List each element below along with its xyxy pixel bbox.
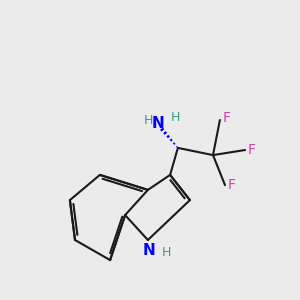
Text: F: F bbox=[223, 112, 231, 125]
Text: F: F bbox=[248, 143, 256, 157]
Text: H: H bbox=[170, 111, 180, 124]
Text: F: F bbox=[228, 178, 236, 192]
Text: N: N bbox=[143, 243, 156, 258]
Text: H: H bbox=[144, 114, 153, 127]
Text: H: H bbox=[161, 246, 171, 259]
Text: N: N bbox=[152, 116, 165, 131]
